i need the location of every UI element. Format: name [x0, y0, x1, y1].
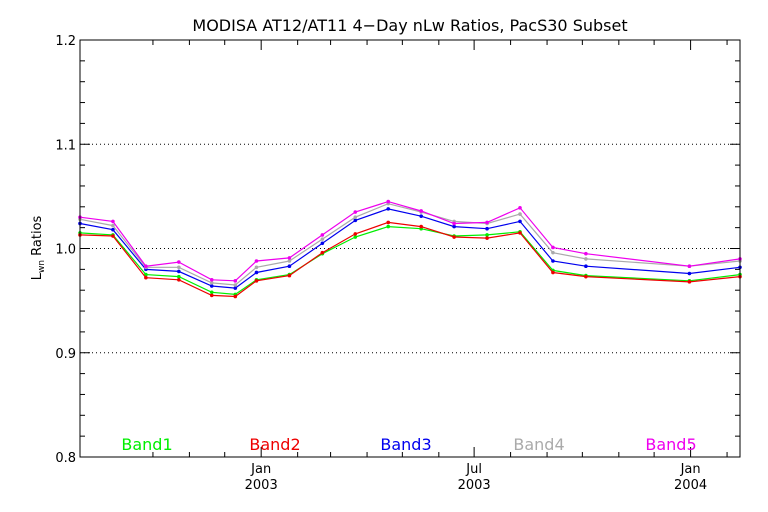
legend-label-band4: Band4 — [513, 435, 564, 454]
data-point — [287, 256, 292, 260]
data-point — [386, 224, 391, 229]
y-axis-label: Lwn Ratios — [30, 215, 47, 280]
series-lines — [78, 199, 742, 299]
data-point — [386, 207, 391, 211]
data-point — [177, 265, 181, 270]
data-point — [419, 214, 423, 218]
legend-label-band1: Band1 — [121, 435, 172, 454]
x-tick-label-month: Jul — [465, 462, 482, 477]
legend: Band1 Band2 Band3 Band4 Band5 — [121, 435, 696, 454]
data-point — [485, 226, 489, 231]
data-point — [177, 274, 181, 279]
legend-label-band5: Band5 — [645, 435, 696, 454]
data-point — [177, 260, 181, 264]
data-point — [584, 257, 588, 261]
data-point — [386, 220, 391, 225]
data-point — [518, 212, 522, 216]
data-point — [687, 280, 692, 284]
data-point — [452, 224, 456, 229]
x-tick-label-month: Jan — [680, 462, 701, 477]
data-point — [254, 270, 259, 275]
data-point — [353, 218, 358, 223]
data-point — [233, 279, 238, 283]
legend-label-band2: Band2 — [249, 435, 300, 454]
data-point — [353, 235, 358, 239]
chart-title: MODISA AT12/AT11 4−Day nLw Ratios, PacS3… — [192, 16, 627, 35]
data-point — [209, 293, 214, 298]
data-point — [452, 221, 456, 226]
data-point — [209, 277, 214, 282]
data-point — [485, 236, 489, 240]
data-point — [584, 274, 588, 279]
data-point — [177, 277, 181, 282]
data-point — [551, 245, 555, 250]
data-point — [386, 199, 391, 204]
data-point — [144, 264, 148, 269]
data-point — [551, 250, 555, 255]
data-point — [233, 294, 238, 299]
data-point — [584, 251, 588, 256]
data-point — [551, 259, 555, 263]
data-point — [111, 234, 115, 238]
data-point — [518, 219, 522, 224]
data-point — [485, 233, 489, 237]
x-tick-label-year: 2003 — [458, 478, 491, 493]
data-point — [287, 259, 292, 263]
data-point — [111, 227, 115, 232]
y-axis-label-main: L — [30, 272, 45, 280]
data-point — [320, 241, 325, 246]
y-tick-label: 0.8 — [55, 451, 76, 466]
data-point — [144, 272, 148, 277]
data-point — [518, 231, 522, 235]
grid-lines — [80, 143, 740, 354]
data-point — [111, 219, 115, 224]
data-point — [419, 209, 423, 213]
data-point — [233, 286, 238, 290]
x-tick-label-year: 2004 — [674, 478, 707, 493]
y-tick-label: 1.2 — [55, 34, 76, 49]
data-point — [419, 224, 423, 229]
data-point — [111, 223, 115, 228]
data-point — [144, 275, 148, 280]
y-axis-label-subscript: wn — [37, 260, 47, 273]
data-point — [584, 264, 588, 269]
data-point — [177, 269, 181, 274]
data-point — [320, 250, 325, 255]
x-tick-label-month: Jan — [250, 462, 271, 477]
data-point — [353, 232, 358, 236]
y-axis-label-rest: Ratios — [30, 215, 45, 260]
data-point — [254, 265, 259, 270]
data-point — [287, 273, 292, 278]
data-point — [320, 233, 325, 237]
legend-label-band3: Band3 — [380, 435, 431, 454]
series-line-band2 — [79, 221, 741, 298]
data-point — [254, 279, 259, 283]
data-point — [353, 215, 358, 220]
data-point — [485, 220, 489, 225]
y-tick-label: 0.9 — [55, 347, 76, 362]
data-point — [209, 284, 214, 288]
y-tick-label: 1.0 — [55, 243, 76, 258]
data-point — [353, 210, 358, 214]
data-point — [287, 264, 292, 269]
data-point — [687, 271, 692, 276]
y-tick-label: 1.1 — [55, 138, 76, 153]
data-point — [209, 290, 214, 295]
data-point — [452, 235, 456, 239]
data-point — [209, 281, 214, 285]
data-point — [320, 237, 325, 241]
plot-frame — [79, 39, 741, 458]
data-point — [551, 270, 555, 275]
data-point — [687, 264, 692, 269]
data-point — [254, 259, 259, 263]
data-point — [233, 283, 238, 287]
x-tick-label-year: 2003 — [245, 478, 278, 493]
data-point — [518, 206, 522, 210]
